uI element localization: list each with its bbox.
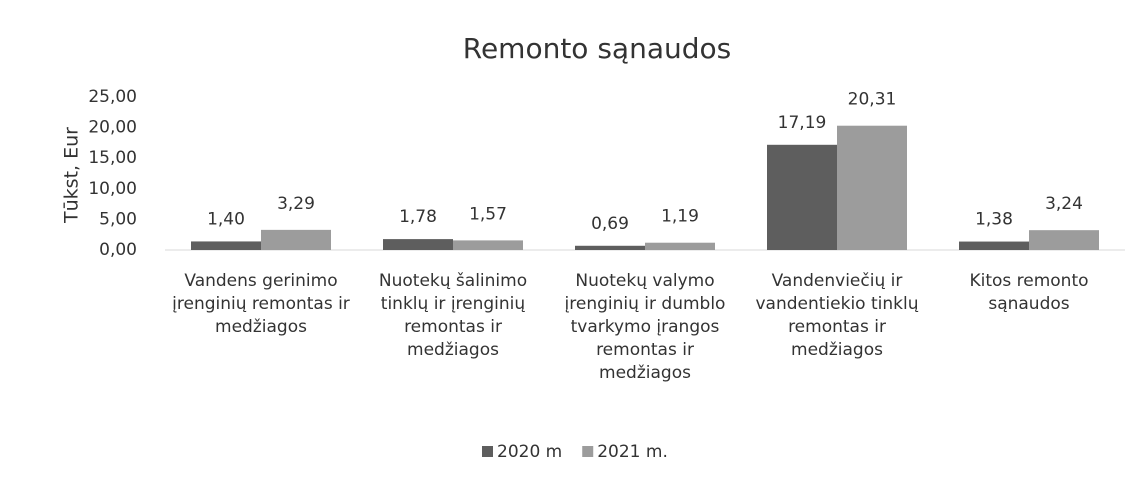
bar [575, 245, 645, 250]
legend-label: 2020 m [497, 442, 562, 462]
data-label: 1,40 [207, 209, 245, 229]
bar [1029, 230, 1099, 250]
x-tick-label: Nuotekų valymo įrenginių ir dumblo tvark… [564, 271, 726, 383]
data-label: 1,38 [975, 210, 1013, 230]
bar [383, 239, 453, 250]
data-label: 3,24 [1045, 194, 1083, 214]
bar [767, 144, 837, 250]
chart-title: Remonto sąnaudos [463, 32, 731, 65]
y-tick-label: 5,00 [99, 209, 137, 229]
bar [261, 229, 331, 250]
data-label: 20,31 [848, 90, 897, 110]
legend-swatch [482, 446, 493, 457]
x-tick-label: Kitos remonto sąnaudos [969, 271, 1089, 314]
bar [837, 125, 907, 250]
data-label: 17,19 [778, 113, 827, 133]
x-tick-label: Vandens gerinimo įrenginių remontas ir m… [172, 271, 350, 337]
y-tick-label: 15,00 [88, 148, 137, 168]
y-tick-label: 10,00 [88, 179, 137, 199]
data-label: 1,78 [399, 207, 437, 227]
x-tick-label: Vandenviečių ir vandentiekio tinklų remo… [755, 271, 919, 360]
data-label: 0,69 [591, 214, 629, 234]
y-tick-label: 0,00 [99, 240, 137, 260]
y-axis-label: Tūkst, Eur [61, 127, 83, 224]
bar [645, 242, 715, 250]
legend-label: 2021 m. [597, 442, 668, 462]
y-tick-label: 20,00 [88, 118, 137, 138]
x-tick-label: Nuotekų šalinimo tinklų ir įrenginių rem… [378, 271, 528, 360]
bar [453, 240, 523, 250]
bar [959, 241, 1029, 250]
bar [191, 241, 261, 250]
data-label: 3,29 [277, 194, 315, 214]
legend-swatch [582, 446, 594, 457]
data-label: 1,19 [661, 207, 699, 227]
y-tick-label: 25,00 [88, 87, 137, 107]
data-label: 1,57 [469, 204, 507, 224]
